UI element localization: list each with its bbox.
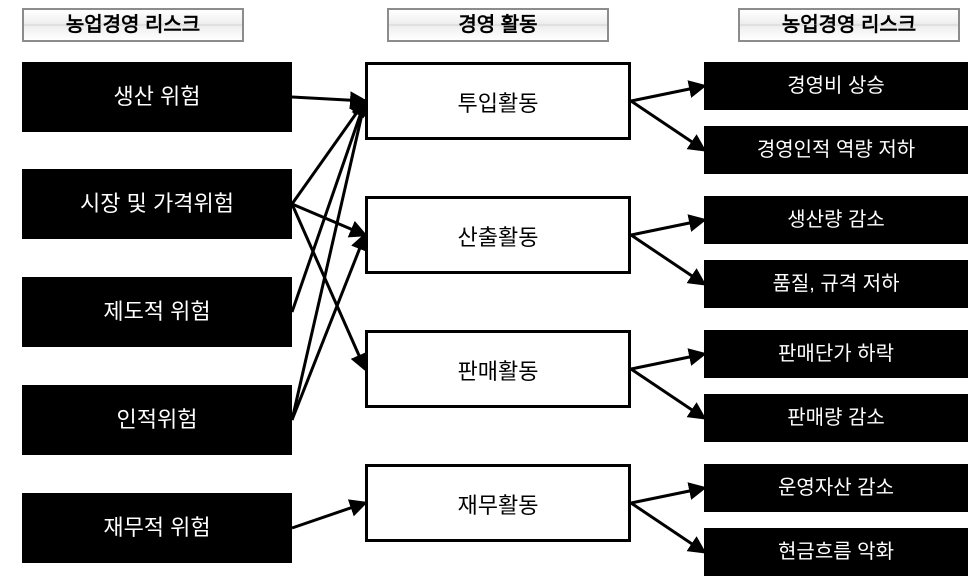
left-risk-1: 시장 및 가격위험 [22,169,292,239]
right-risk-7: 현금흐름 악화 [704,528,968,576]
edge [631,86,704,101]
right-risk-1: 경영인적 역량 저하 [704,126,968,174]
header-mid: 경영 활동 [387,8,609,42]
edge [631,503,704,552]
left-risk-3: 인적위험 [22,385,292,455]
activity-3: 재무활동 [365,464,631,542]
edge [631,235,704,284]
right-risk-4: 판매단가 하락 [704,330,968,378]
activity-0: 투입활동 [365,62,631,140]
header-right: 농업경영 리스크 [738,8,960,42]
left-risk-4: 재무적 위험 [22,493,292,563]
left-risk-2: 제도적 위험 [22,277,292,347]
right-risk-6: 운영자산 감소 [704,464,968,512]
right-risk-5: 판매량 감소 [704,394,968,442]
edge [292,503,365,528]
activity-1: 산출활동 [365,196,631,274]
right-risk-2: 생산량 감소 [704,196,968,244]
header-left: 농업경영 리스크 [22,8,244,42]
edge [631,220,704,235]
activity-2: 판매활동 [365,330,631,408]
edge [631,488,704,503]
right-risk-0: 경영비 상승 [704,62,968,110]
right-risk-3: 품질, 규격 저하 [704,260,968,308]
left-risk-0: 생산 위험 [22,62,292,132]
edge [292,101,365,312]
edge [631,354,704,369]
edge [631,101,704,150]
edge [631,369,704,418]
edge [292,97,365,101]
